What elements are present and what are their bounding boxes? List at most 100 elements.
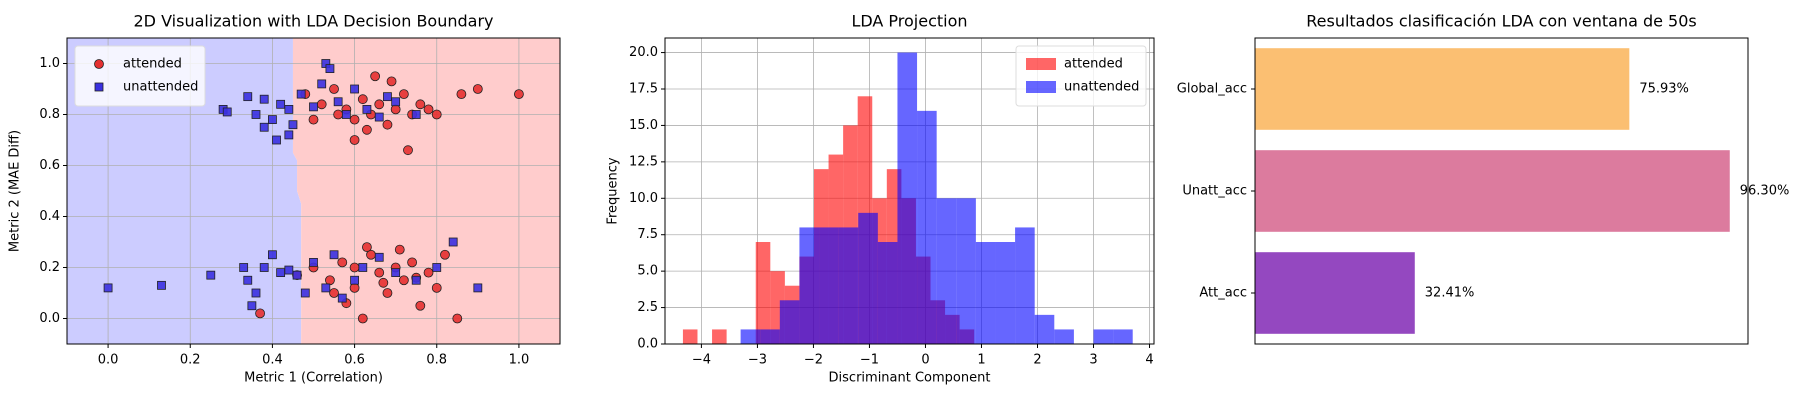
histogram-bar <box>1093 329 1114 344</box>
point <box>349 262 360 273</box>
point <box>448 237 458 247</box>
axes-frame <box>66 37 561 345</box>
y-tick-label: Unatt_acc <box>1182 184 1247 199</box>
histogram-bar <box>975 242 996 344</box>
point <box>358 263 368 272</box>
point <box>411 110 421 119</box>
point <box>284 105 294 114</box>
point <box>317 79 327 89</box>
point <box>251 110 261 119</box>
point <box>440 249 450 260</box>
point <box>432 263 442 272</box>
y-tick-label: 12.5 <box>629 154 658 169</box>
point <box>514 89 524 99</box>
legend-box <box>1015 45 1147 107</box>
x-axis-label: Discriminant Component <box>829 371 991 386</box>
point <box>411 275 421 285</box>
point <box>251 288 261 298</box>
histogram-bar <box>712 329 727 344</box>
point <box>423 104 434 115</box>
point <box>157 280 166 290</box>
point <box>103 283 113 293</box>
value-label: 96.30% <box>1740 184 1790 199</box>
point <box>374 112 384 122</box>
axes-frame <box>1254 37 1749 345</box>
point <box>243 92 253 102</box>
y-tick-label: 10.0 <box>629 191 658 206</box>
legend-label: unattended <box>1064 80 1139 95</box>
point <box>276 268 286 278</box>
histogram-bar <box>858 212 878 344</box>
point <box>259 263 269 272</box>
histogram-bar <box>682 329 698 344</box>
point <box>383 92 392 102</box>
histogram-bar <box>838 227 859 344</box>
point <box>316 99 327 110</box>
x-tick-label: 4 <box>1145 353 1153 368</box>
y-axis-label: Frequency <box>606 157 621 224</box>
y-tick-label: Att_acc <box>1199 286 1247 301</box>
y-tick-label: 2.5 <box>637 300 658 315</box>
point <box>431 109 442 120</box>
point <box>415 300 426 311</box>
point <box>300 288 310 298</box>
point <box>259 94 269 104</box>
bar <box>1255 48 1630 130</box>
point <box>255 308 265 319</box>
point <box>378 277 389 288</box>
point <box>341 110 351 119</box>
legend-marker <box>94 59 104 69</box>
histogram-bar <box>1113 329 1133 344</box>
point <box>325 275 335 286</box>
point <box>456 89 467 99</box>
x-tick-label: 0.4 <box>262 353 283 368</box>
point <box>333 97 343 107</box>
point <box>309 257 318 267</box>
point <box>292 270 302 280</box>
histogram-bar <box>897 52 918 344</box>
y-tick-label: 0.4 <box>39 209 60 224</box>
chart-title: 2D Visualization with LDA Decision Bound… <box>133 12 493 31</box>
point <box>333 109 344 120</box>
point <box>329 250 339 260</box>
point <box>415 99 426 110</box>
point <box>398 275 409 286</box>
subplot: LDA Projection Discriminant Component Freq… <box>606 12 1155 386</box>
value-label: 75.93% <box>1639 82 1689 97</box>
point <box>222 107 232 117</box>
histogram-bar <box>740 329 761 344</box>
point <box>349 114 360 125</box>
point <box>374 252 384 262</box>
legend-marker <box>94 82 104 92</box>
x-tick-label: 0.8 <box>426 353 447 368</box>
point <box>321 283 331 293</box>
point <box>391 97 401 107</box>
y-axis-label: Metric 2 (MAE Diff) <box>8 130 23 252</box>
x-tick-label: 0 <box>921 353 929 368</box>
point <box>452 313 463 324</box>
legend-marker <box>1026 58 1056 70</box>
point <box>473 283 483 293</box>
point <box>472 84 483 94</box>
point <box>407 257 418 268</box>
point <box>357 313 368 324</box>
x-tick-label: 0.2 <box>180 353 201 368</box>
x-axis-label: Metric 1 (Correlation) <box>244 371 383 386</box>
point <box>329 84 339 94</box>
point <box>386 76 397 87</box>
subplot: Resultados clasificación LDA con ventana… <box>1177 12 1790 345</box>
point <box>206 270 216 280</box>
chart-title: LDA Projection <box>851 12 967 31</box>
histogram-bar <box>956 198 976 344</box>
point <box>284 265 294 275</box>
point <box>325 64 335 73</box>
point <box>337 293 347 303</box>
point <box>288 120 298 130</box>
histogram-bar <box>917 110 937 344</box>
point <box>391 268 401 278</box>
point <box>357 94 368 105</box>
histogram-bar <box>936 198 957 344</box>
histogram-bar <box>877 242 898 344</box>
